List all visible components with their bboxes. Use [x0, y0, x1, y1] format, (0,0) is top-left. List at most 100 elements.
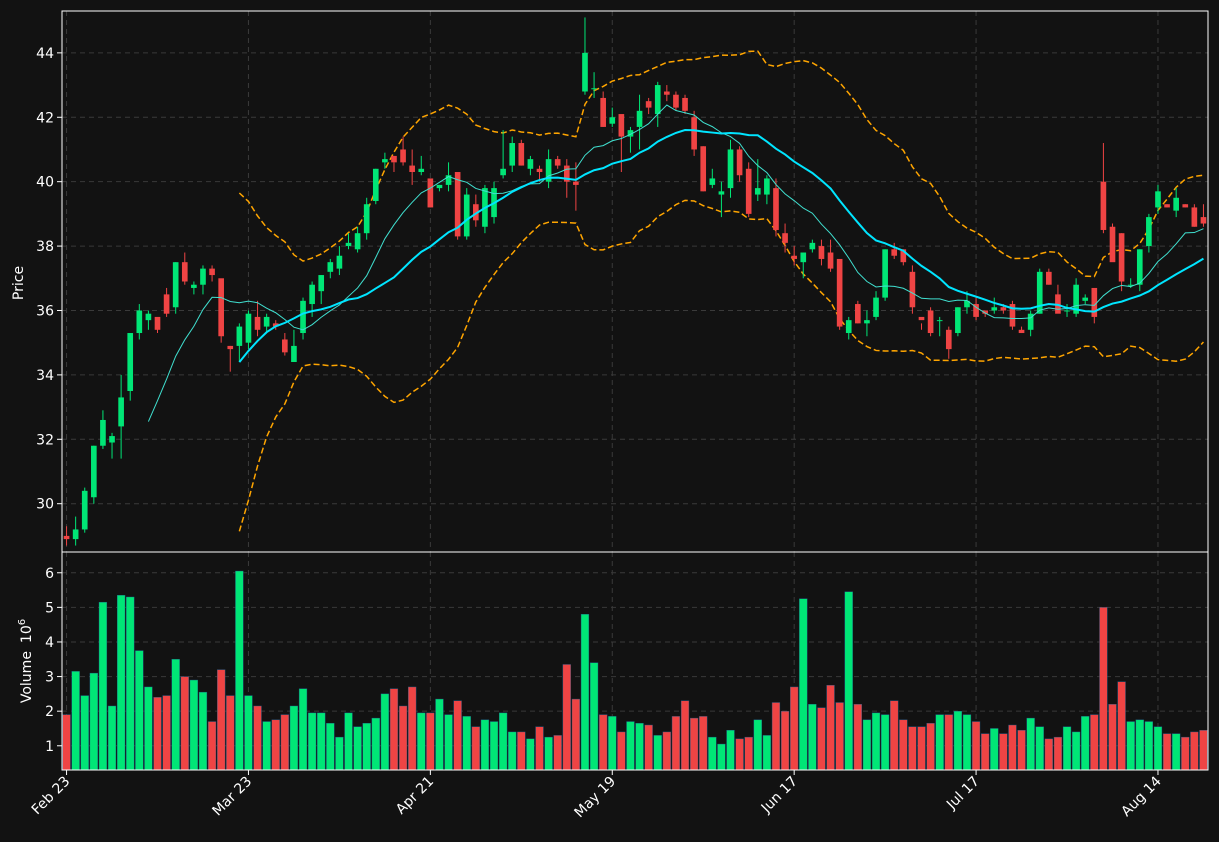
volume-tick-label: 5 [45, 600, 54, 616]
volume-bar [708, 736, 717, 771]
volume-bar [662, 731, 671, 771]
candle-body [63, 535, 70, 540]
price-tick-label: 44 [36, 46, 54, 62]
candle-body [673, 94, 679, 108]
price-axis-ticks: 30 32 34 36 38 40 42 44 [36, 46, 62, 513]
candle-body [773, 188, 779, 230]
candle-body [809, 242, 816, 250]
volume-bar [499, 712, 508, 771]
volume-bar [908, 726, 917, 771]
volume-bar [1162, 733, 1172, 771]
volume-bar [981, 733, 990, 771]
volume-bar [626, 721, 635, 771]
candle-body [254, 316, 261, 330]
volume-bar [1090, 714, 1099, 771]
volume-bar [844, 591, 853, 771]
volume-bar [1035, 726, 1044, 771]
volume-bar [753, 719, 762, 771]
volume-bar [107, 705, 117, 771]
volume-bar [517, 731, 526, 771]
candle-body [1191, 207, 1198, 227]
volume-bar [135, 650, 144, 771]
volume-bar [453, 700, 462, 771]
candle-body [445, 175, 452, 185]
volume-bar [535, 726, 544, 771]
candle-body [964, 300, 970, 308]
candle-body [836, 258, 843, 327]
volume-axis-ticks: 1 2 3 4 5 6 [45, 566, 62, 755]
candle-body [181, 262, 188, 282]
volume-bar [1126, 721, 1135, 771]
volume-axis-title-exponent-power: 6 [17, 619, 28, 625]
volume-bar [1153, 726, 1163, 771]
volume-bar [544, 736, 553, 771]
candle-body [145, 313, 152, 321]
volume-bar [580, 614, 590, 771]
volume-bar [462, 716, 471, 771]
volume-bar [426, 712, 435, 771]
volume-bar [962, 714, 972, 771]
candle-body [1027, 313, 1034, 330]
volume-bar [835, 702, 844, 771]
volume-bar [244, 695, 253, 771]
candle-body [363, 204, 370, 234]
candle-body [782, 233, 788, 243]
candle-body [391, 155, 397, 163]
candle-body [600, 97, 606, 127]
candle-body [163, 294, 170, 314]
volume-bar [71, 671, 80, 771]
volume-axis-title-exponent-base: 10 [19, 625, 35, 643]
candle-body [873, 297, 879, 317]
volume-bar [1108, 704, 1117, 771]
volume-bar [608, 716, 617, 771]
price-gridlines [62, 11, 1208, 552]
candle-body [372, 168, 379, 201]
candle-body [1018, 329, 1025, 334]
volume-tick-label: 2 [45, 704, 54, 720]
price-tick-label: 30 [36, 497, 54, 513]
candle-body [864, 320, 870, 324]
volume-bar [890, 700, 899, 771]
candle-body [263, 316, 270, 327]
volume-bar [699, 716, 708, 771]
candle-body [518, 143, 525, 166]
volume-bar [735, 738, 744, 771]
volume-bar [271, 719, 280, 771]
volume-bar [389, 688, 399, 771]
volume-bar [1026, 717, 1035, 771]
volume-bar [971, 721, 981, 771]
candle-body [272, 323, 279, 327]
candle-body [1146, 217, 1152, 247]
volume-bar [444, 714, 453, 771]
volume-bar [235, 570, 244, 771]
candle-body [154, 316, 161, 330]
candle-body [427, 178, 434, 208]
volume-bar [117, 595, 126, 771]
volume-bar [1099, 607, 1108, 771]
volume-bar [853, 704, 862, 771]
candle-body [818, 246, 825, 259]
volume-bar [1199, 730, 1208, 771]
sma-slow-line [238, 128, 1204, 363]
volume-bar [62, 714, 71, 771]
candle-body [654, 85, 661, 115]
candle-body [991, 307, 998, 311]
volume-bar [808, 704, 817, 771]
candle-body [764, 178, 770, 195]
price-tick-label: 38 [36, 239, 54, 255]
candle-body [645, 101, 652, 108]
volume-bar [726, 730, 735, 771]
volume-bar [953, 710, 962, 771]
candle-body [800, 252, 807, 263]
volume-axis-title: Volume 106 [17, 619, 35, 703]
candle-body [827, 252, 834, 269]
candle-body [791, 255, 797, 259]
volume-bar [944, 714, 953, 771]
candle-body [664, 91, 670, 95]
volume-bar [207, 721, 217, 771]
volume-bar [217, 669, 226, 771]
candle-body [409, 165, 415, 173]
candle-body [536, 168, 543, 173]
candle-body [245, 313, 252, 343]
volume-bar [744, 736, 753, 771]
